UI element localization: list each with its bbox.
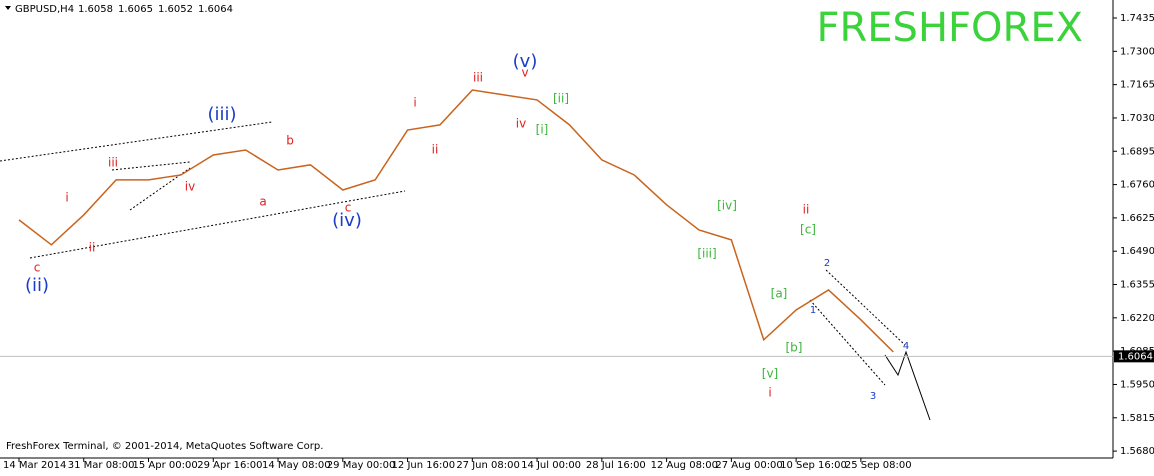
wave-label: (v) [513, 51, 538, 72]
wave-label: 4 [903, 341, 909, 352]
y-tick-label: 1.6760 [1120, 180, 1154, 191]
y-tick-label: 1.5815 [1120, 413, 1154, 424]
price-line-series [18, 89, 894, 353]
x-tick-label: 10 Sep 16:00 [780, 460, 847, 471]
footer: FreshForex Terminal, © 2001-2014, MetaQu… [6, 441, 323, 452]
wave-label: i [768, 386, 771, 400]
wave-label: (iv) [332, 210, 362, 231]
y-tick-label: 1.7300 [1120, 46, 1154, 57]
wave-label: ii [803, 203, 810, 217]
menu-arrow[interactable] [5, 6, 11, 10]
price-tag [1114, 350, 1154, 363]
wave-label: iv [516, 117, 526, 131]
wave-label: c [34, 261, 41, 275]
x-tick-label: 14 May 08:00 [262, 460, 331, 471]
wave-label: [v] [762, 367, 778, 381]
ohlc-value: 1.6064 [198, 4, 233, 15]
projection [884, 350, 931, 421]
wave-label: i [65, 191, 68, 205]
x-tick-label: 12 Jun 16:00 [392, 460, 456, 471]
price-tag-label: 1.6064 [1118, 351, 1153, 362]
wave-label: [i] [536, 123, 549, 137]
y-tick-label: 1.6895 [1120, 146, 1154, 157]
wave-label: [iii] [697, 247, 716, 261]
channel-line [29, 190, 406, 259]
symbol: GBPUSD,H4 [15, 4, 74, 15]
wave-label: ii [432, 143, 439, 157]
x-tick-label: 31 Mar 08:00 [68, 460, 135, 471]
wave-label: c [345, 201, 352, 215]
wave-label: [a] [771, 287, 788, 301]
y-tick-label: 1.6625 [1120, 213, 1154, 224]
wave-label: 1 [810, 305, 816, 316]
y-tick-label: 1.6220 [1120, 313, 1154, 324]
x-tick-label: 12 Aug 08:00 [651, 460, 718, 471]
wave-label: ii [89, 241, 96, 255]
wave-label: iii [473, 71, 483, 85]
y-tick-label: 1.6490 [1120, 246, 1154, 257]
x-tick-label: 27 Jun 08:00 [456, 460, 520, 471]
wave-label: [c] [800, 223, 816, 237]
x-tick-label: 14 Jul 00:00 [521, 460, 581, 471]
wave-label: 3 [870, 391, 876, 402]
wave-label: [iv] [717, 199, 737, 213]
wave-label: iii [108, 156, 118, 170]
y-tick-label: 1.7030 [1120, 113, 1154, 124]
wave-label: a [259, 195, 266, 209]
channel-line [809, 299, 886, 386]
ohlc-value: 1.6065 [118, 4, 153, 15]
x-tick-label: 15 Apr 00:00 [133, 460, 198, 471]
x-tick-label: 27 Aug 00:00 [715, 460, 782, 471]
watermark: FRESHFOREX [816, 5, 1083, 51]
y-tick-label: 1.7165 [1120, 80, 1154, 91]
x-tick-label: 29 Apr 16:00 [197, 460, 262, 471]
wave-label: b [286, 134, 294, 148]
ohlc-value: 1.6052 [158, 4, 193, 15]
wave-label: iv [185, 180, 195, 194]
x-tick-label: 14 Mar 2014 [3, 460, 66, 471]
y-tick-label: 1.6355 [1120, 280, 1154, 291]
x-tick-label: 25 Sep 08:00 [845, 460, 912, 471]
x-tick-label: 29 May 00:00 [327, 460, 396, 471]
ohlc-value: 1.6058 [78, 4, 113, 15]
y-tick-label: 1.7435 [1120, 13, 1154, 24]
channel-line [0, 121, 273, 162]
wave-label: [ii] [553, 92, 569, 106]
wave-label: 2 [824, 258, 830, 269]
wave-label: i [413, 96, 416, 110]
wave-label: v [521, 66, 528, 80]
channel-line [111, 161, 191, 171]
y-tick-label: 1.5950 [1120, 379, 1154, 390]
wave-label: (iii) [207, 104, 236, 125]
x-tick-label: 28 Jul 16:00 [586, 460, 646, 471]
y-tick-label: 1.5680 [1120, 446, 1154, 457]
wave-label: [b] [786, 341, 803, 355]
wave-label: (ii) [25, 275, 49, 296]
